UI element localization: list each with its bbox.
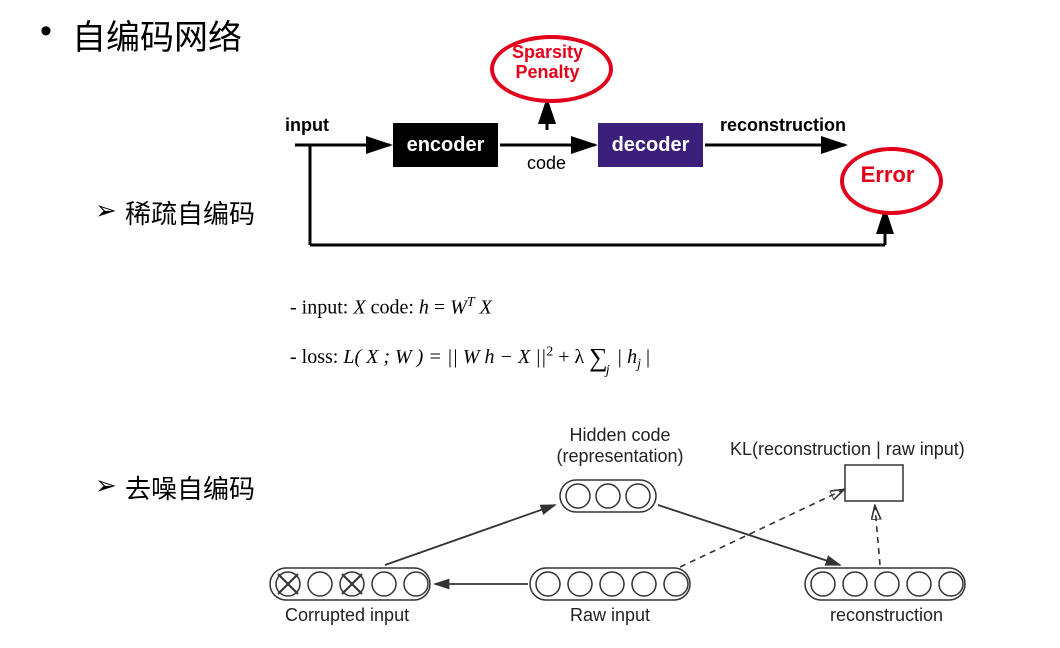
eq1-sup: T [467,295,475,310]
bullet-arrow-2: ➢ [95,470,117,501]
eq2-abs: | h [612,346,638,368]
sparsity-line1: Sparsity [512,42,583,62]
kl-box [845,465,903,501]
eq1-prefix: - input: [290,297,353,319]
raw-input-group [530,568,690,600]
hidden-line1: Hidden code [569,425,670,445]
figure-sparse-autoencoder: input encoder code decoder reconstructio… [285,35,985,285]
equation-input-code: - input: X code: h = WT X [290,295,492,320]
label-code: code [527,153,566,174]
eq2-args: ( X ; W ) = || W h − X || [354,346,546,368]
eq2-sum: ∑ [589,343,608,372]
reconstruction-group [805,568,965,600]
eq2-prefix: - loss: [290,346,343,368]
corrupted-input-group [270,568,430,600]
eq1-h: h [419,297,429,319]
page-title: 自编码网络 [72,10,242,59]
eq2-sub: j [606,363,610,378]
eq2-plus: + λ [553,346,589,368]
label-recon: reconstruction [830,605,943,626]
label-raw: Raw input [570,605,650,626]
bullet-sparse: 稀疏自编码 [125,194,255,231]
sparsity-ellipse-text: Sparsity Penalty [490,43,605,83]
eq1-X2: X [475,297,492,319]
label-hidden-code: Hidden code (representation) [550,425,690,467]
hidden-code-group [560,480,656,512]
slide: • 自编码网络 ➢ 稀疏自编码 ➢ 去噪自编码 [0,0,1060,648]
eq1-eq: = [429,297,450,319]
eq2-end: | [641,346,650,368]
label-input: input [285,115,329,136]
error-ellipse-text: Error [840,163,935,187]
encoder-box: encoder [393,123,498,167]
decoder-box: decoder [598,123,703,167]
label-reconstruction: reconstruction [720,115,846,136]
equation-loss: - loss: L( X ; W ) = || W h − X ||2 + λ … [290,340,650,373]
label-kl: KL(reconstruction | raw input) [730,439,965,460]
eq1-X: X [353,297,365,319]
sparsity-line2: Penalty [515,62,579,82]
bullet-denoise: 去噪自编码 [125,469,255,506]
hidden-line2: (representation) [556,446,683,466]
figure-denoising-autoencoder: Hidden code (representation) KL(reconstr… [250,425,1040,635]
eq1-W: W [450,297,467,319]
eq1-mid: code: [366,297,419,319]
label-corrupted: Corrupted input [285,605,409,626]
bullet-arrow-1: ➢ [95,195,117,226]
title-bullet-dot: • [40,12,52,51]
eq2-L: L [343,346,354,368]
